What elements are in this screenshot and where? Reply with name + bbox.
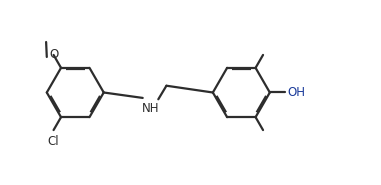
Text: Cl: Cl: [48, 135, 59, 149]
Text: OH: OH: [287, 86, 306, 99]
Text: O: O: [50, 48, 59, 61]
Text: NH: NH: [141, 102, 159, 115]
